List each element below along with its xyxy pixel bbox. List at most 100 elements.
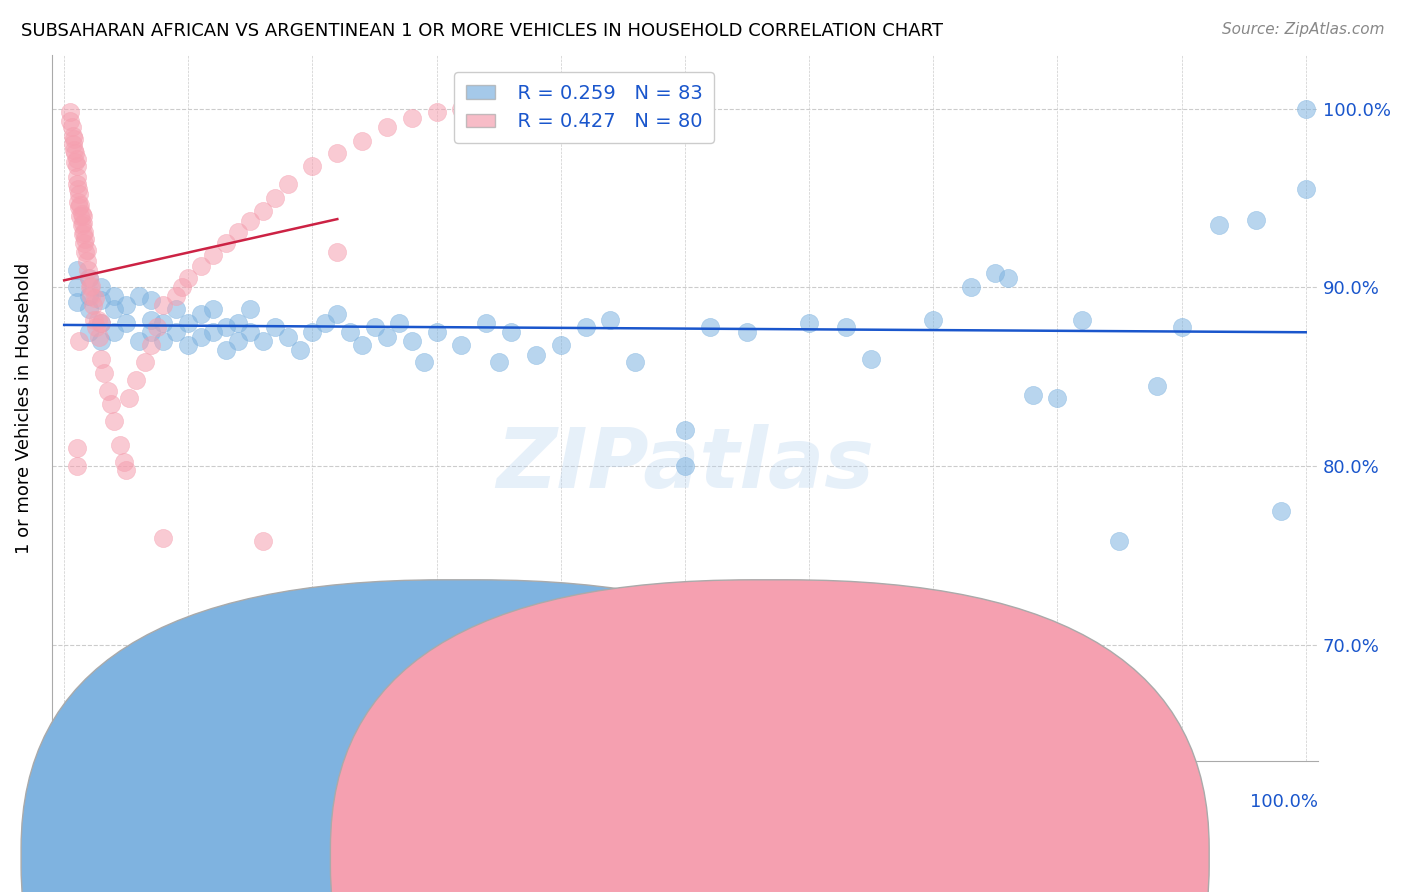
- Point: [264, 319, 287, 334]
- Point: [226, 316, 249, 330]
- Point: [152, 531, 174, 545]
- Point: [90, 316, 112, 330]
- Point: [673, 458, 696, 473]
- Point: [79, 280, 101, 294]
- Point: [501, 325, 523, 339]
- Point: [76, 253, 98, 268]
- Point: [69, 198, 91, 212]
- Point: [314, 316, 336, 330]
- Point: [426, 325, 449, 339]
- Point: [202, 325, 225, 339]
- Point: [363, 319, 385, 334]
- Point: [1295, 182, 1317, 196]
- Point: [226, 334, 249, 348]
- Point: [65, 280, 87, 294]
- Y-axis label: 1 or more Vehicles in Household: 1 or more Vehicles in Household: [15, 262, 32, 554]
- Point: [112, 455, 135, 469]
- Point: [172, 280, 194, 294]
- Point: [65, 458, 87, 473]
- Point: [401, 111, 423, 125]
- Point: [413, 355, 436, 369]
- Point: [1244, 212, 1267, 227]
- Point: [624, 355, 647, 369]
- Point: [1270, 504, 1292, 518]
- Point: [103, 325, 125, 339]
- Point: [86, 312, 108, 326]
- Point: [190, 259, 212, 273]
- Point: [93, 366, 115, 380]
- Point: [77, 325, 100, 339]
- Point: [797, 316, 820, 330]
- Point: [83, 312, 105, 326]
- Point: [575, 319, 598, 334]
- Point: [475, 316, 498, 330]
- Text: 100.0%: 100.0%: [1250, 793, 1319, 811]
- Point: [76, 243, 98, 257]
- Text: Source: ZipAtlas.com: Source: ZipAtlas.com: [1222, 22, 1385, 37]
- Point: [252, 534, 274, 549]
- Point: [375, 120, 398, 134]
- Point: [326, 244, 349, 259]
- Point: [90, 351, 112, 366]
- Point: [65, 294, 87, 309]
- Point: [90, 280, 112, 294]
- Point: [301, 325, 323, 339]
- Point: [1046, 391, 1069, 405]
- Point: [214, 343, 236, 357]
- Point: [202, 301, 225, 316]
- Point: [202, 248, 225, 262]
- Point: [239, 325, 262, 339]
- Point: [139, 325, 162, 339]
- Point: [67, 200, 90, 214]
- Point: [288, 343, 311, 357]
- Point: [72, 227, 94, 241]
- Text: ZIPatlas: ZIPatlas: [496, 424, 875, 505]
- Point: [82, 298, 104, 312]
- Point: [65, 152, 87, 166]
- Point: [75, 232, 97, 246]
- Text: Argentineans: Argentineans: [778, 806, 897, 825]
- Point: [118, 391, 141, 405]
- Point: [426, 105, 449, 120]
- Point: [146, 319, 169, 334]
- Text: Sub-Saharan Africans: Sub-Saharan Africans: [436, 806, 630, 825]
- Point: [63, 132, 86, 146]
- Point: [550, 337, 572, 351]
- Point: [1146, 378, 1168, 392]
- Point: [401, 334, 423, 348]
- Point: [984, 266, 1007, 280]
- Point: [264, 191, 287, 205]
- Point: [65, 155, 87, 169]
- Legend:   R = 0.259   N = 83,   R = 0.427   N = 80: R = 0.259 N = 83, R = 0.427 N = 80: [454, 72, 714, 143]
- Point: [97, 384, 120, 398]
- Point: [252, 334, 274, 348]
- Point: [65, 262, 87, 277]
- Point: [190, 307, 212, 321]
- Point: [177, 271, 200, 285]
- Point: [450, 102, 472, 116]
- Point: [125, 373, 148, 387]
- Point: [326, 146, 349, 161]
- Point: [152, 316, 174, 330]
- Point: [835, 319, 858, 334]
- Point: [997, 271, 1019, 285]
- Point: [72, 216, 94, 230]
- Point: [63, 143, 86, 157]
- Point: [190, 330, 212, 344]
- Point: [177, 337, 200, 351]
- Point: [226, 225, 249, 239]
- Point: [352, 134, 374, 148]
- Point: [139, 337, 162, 351]
- Point: [152, 334, 174, 348]
- Point: [77, 271, 100, 285]
- Point: [84, 291, 107, 305]
- Point: [80, 278, 103, 293]
- Point: [103, 289, 125, 303]
- Point: [66, 182, 89, 196]
- Point: [70, 218, 93, 232]
- Point: [62, 128, 84, 143]
- Point: [165, 301, 187, 316]
- Point: [69, 209, 91, 223]
- Point: [860, 351, 883, 366]
- Point: [60, 120, 83, 134]
